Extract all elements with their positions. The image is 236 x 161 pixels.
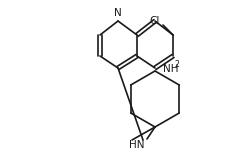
Text: HN: HN <box>129 140 145 150</box>
Text: N: N <box>114 8 122 18</box>
Text: NH: NH <box>163 64 178 74</box>
Text: 2: 2 <box>174 60 179 69</box>
Text: Cl: Cl <box>150 16 160 26</box>
